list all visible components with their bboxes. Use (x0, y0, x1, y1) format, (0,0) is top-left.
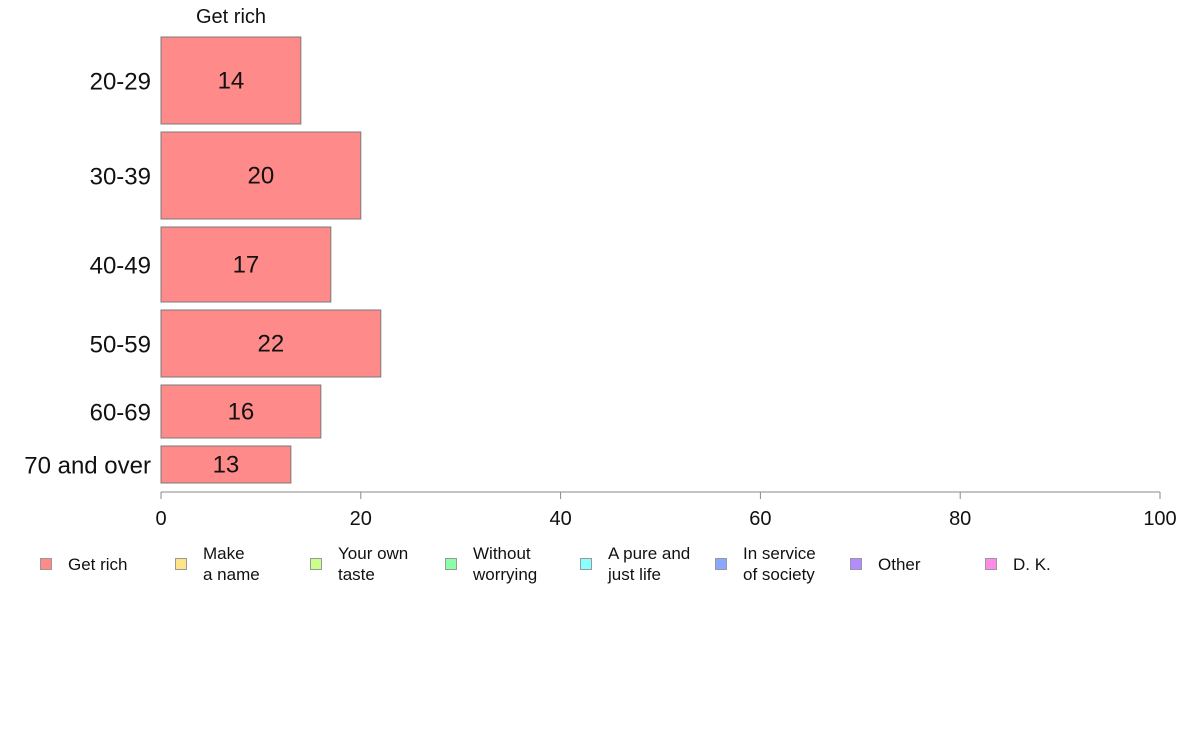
legend-label: Your own taste (338, 544, 409, 584)
legend-label: In service of society (743, 544, 816, 584)
bar-chart: Get rich 14 20-29 20 30-39 17 40-49 22 50-59 16 6… (24, 6, 1177, 530)
x-tick-label: 40 (549, 508, 571, 530)
legend-label: Make a name (203, 544, 260, 584)
x-tick-label: 0 (155, 508, 166, 530)
data-label: 17 (233, 252, 260, 279)
data-label: 20 (248, 163, 275, 190)
legend-label: Get rich (68, 554, 128, 574)
data-label: 22 (258, 331, 285, 358)
legend-swatch (580, 558, 592, 570)
bar-70-and-over (160, 445, 292, 484)
bar-40-49 (160, 226, 332, 303)
x-tick-label: 20 (350, 508, 372, 530)
legend-item: Get rich (40, 540, 128, 588)
legend-swatch (445, 558, 457, 570)
legend-label: A pure and just life (608, 544, 691, 584)
legend-item: Without worrying (445, 540, 537, 588)
legend-swatch (715, 558, 727, 570)
legend-item: In service of society (715, 540, 816, 588)
bar-50-59 (160, 309, 382, 378)
category-label: 40-49 (90, 253, 151, 280)
legend: Get rich Make a name Your own taste Without… (0, 540, 1188, 590)
legend-swatch (850, 558, 862, 570)
legend-item: Other (850, 540, 921, 588)
legend-swatch (310, 558, 322, 570)
category-label: 20-29 (90, 69, 151, 96)
legend-swatch (175, 558, 187, 570)
legend-label: Without worrying (473, 544, 538, 584)
legend-item: A pure and just life (580, 540, 690, 588)
legend-label: D. K. (1013, 554, 1051, 574)
x-tick-label: 80 (949, 508, 971, 530)
bars-layer: 14 20-29 20 30-39 17 40-49 22 50-59 16 60-69 13 70 … (24, 36, 382, 484)
category-label: 30-39 (90, 164, 151, 191)
data-label: 13 (213, 452, 240, 479)
panel-title: Get rich (196, 6, 266, 28)
x-tick-label: 100 (1143, 508, 1176, 530)
bar-20-29 (160, 36, 302, 125)
x-axis: 0 20 40 60 80 100 (155, 491, 1177, 530)
legend-swatch (985, 558, 997, 570)
legend-item: D. K. (985, 540, 1051, 588)
category-label: 70 and over (24, 453, 151, 480)
bar-30-39 (160, 131, 362, 220)
legend-label: Other (878, 554, 921, 574)
data-label: 14 (218, 68, 245, 95)
category-label: 60-69 (90, 400, 151, 427)
category-label: 50-59 (90, 332, 151, 359)
legend-item: Your own taste (310, 540, 408, 588)
legend-swatch (40, 558, 52, 570)
bar-60-69 (160, 384, 322, 439)
data-label: 16 (228, 399, 255, 426)
x-tick-label: 60 (749, 508, 771, 530)
legend-item: Make a name (175, 540, 260, 588)
